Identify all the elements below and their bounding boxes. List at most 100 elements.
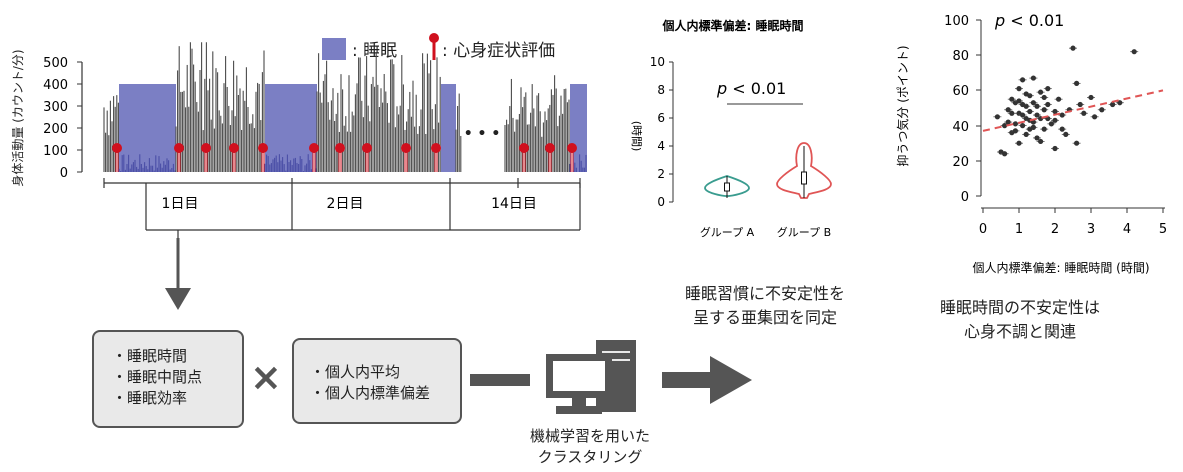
scatter-x-tick: 1 bbox=[1015, 222, 1023, 237]
scatter-point bbox=[1130, 49, 1139, 55]
clustering-caption: 機械学習を用いた クラスタリング bbox=[515, 426, 665, 468]
violin-group-b-label: グループ B bbox=[777, 225, 831, 239]
violin-y-tick: 6 bbox=[657, 111, 665, 125]
scatter-point bbox=[1040, 107, 1049, 113]
actigraphy-y-tick: 0 bbox=[60, 166, 68, 181]
connector-bar bbox=[470, 374, 530, 386]
scatter-point bbox=[1015, 140, 1023, 146]
eval-marker-icon bbox=[229, 143, 239, 172]
scatter-point bbox=[1043, 101, 1052, 108]
scatter-point bbox=[993, 114, 1002, 120]
sleep-metrics-box: ・睡眠時間 ・睡眠中間点 ・睡眠効率 bbox=[92, 330, 244, 428]
scatter-point bbox=[1051, 108, 1059, 115]
violin-title: 個人内標準偏差: 睡眠時間 bbox=[662, 18, 804, 33]
day-label-1: 1日目 bbox=[162, 196, 199, 212]
scatter-x-tick: 0 bbox=[979, 222, 987, 237]
violin-group-a bbox=[704, 175, 750, 198]
scatter-point bbox=[1033, 135, 1041, 141]
sleep-periods bbox=[119, 84, 587, 172]
violin-y-axis bbox=[669, 61, 674, 203]
eval-marker-icon bbox=[201, 143, 211, 172]
eval-marker-icon bbox=[335, 143, 345, 172]
eval-marker-icon bbox=[174, 143, 184, 172]
p-symbol: p bbox=[716, 79, 727, 98]
scatter-x-tick: 5 bbox=[1159, 222, 1167, 237]
computer-icon bbox=[546, 340, 636, 414]
caption-line: 睡眠習慣に不安定性を bbox=[684, 284, 845, 303]
eval-marker-icon bbox=[431, 143, 441, 172]
legend-sleep-swatch bbox=[322, 38, 346, 60]
scatter-y-axis bbox=[976, 19, 982, 197]
scatter-point bbox=[1051, 145, 1059, 152]
scatter-point bbox=[1022, 131, 1031, 137]
sleep-metric-item: ・睡眠時間 bbox=[112, 347, 188, 365]
scatter-x-tick: 2 bbox=[1051, 222, 1059, 237]
actigraphy-y-tick: 200 bbox=[43, 122, 68, 137]
scatter-point bbox=[1051, 117, 1059, 123]
eval-marker-icon bbox=[519, 143, 529, 172]
statistic-item: ・個人内標準偏差 bbox=[310, 384, 431, 402]
eval-markers bbox=[112, 143, 577, 172]
scatter-point bbox=[1040, 94, 1049, 101]
sleep-metric-item: ・睡眠効率 bbox=[112, 389, 188, 407]
scatter-point bbox=[1079, 110, 1088, 116]
scatter-point bbox=[1018, 77, 1027, 83]
p-threshold: < 0.01 bbox=[727, 79, 786, 98]
violin-y-tick: 8 bbox=[657, 83, 665, 97]
actigraphy-y-axis-label: 身体活動量 (カウント/分) bbox=[10, 49, 25, 186]
scatter-x-tick: 3 bbox=[1087, 222, 1095, 237]
scatter-point bbox=[1054, 96, 1063, 102]
day-axis bbox=[103, 178, 581, 240]
violin-y-label: (時間) bbox=[630, 121, 643, 152]
caption-line: クラスタリング bbox=[537, 448, 643, 466]
scatter-point bbox=[1011, 128, 1020, 134]
violin-p-value: p < 0.01 bbox=[716, 79, 786, 98]
scatter-point bbox=[1029, 124, 1038, 130]
scatter-x-axis bbox=[981, 207, 1165, 213]
violin-group-a-label: グループ A bbox=[700, 225, 755, 239]
legend-marker-icon bbox=[429, 33, 439, 60]
eval-marker-icon bbox=[401, 143, 411, 172]
scatter-point bbox=[1087, 94, 1095, 101]
actigraphy-panel: 身体活動量 (カウント/分) 500 400 300 200 100 0 : 睡… bbox=[10, 33, 587, 240]
scatter-x-tick: 4 bbox=[1123, 222, 1131, 237]
day-label-2: 2日目 bbox=[327, 196, 364, 212]
sleep-block bbox=[265, 84, 317, 172]
scatter-conclusion: 睡眠時間の不安定性は 心身不調と関連 bbox=[930, 296, 1110, 344]
scatter-point bbox=[1004, 107, 1013, 113]
violin-chart: 個人内標準偏差: 睡眠時間 (時間) 10 8 6 4 2 0 p < 0.01… bbox=[630, 18, 832, 239]
p-symbol: p bbox=[994, 11, 1005, 30]
scatter-point bbox=[1033, 103, 1041, 109]
caption-line: 呈する亜集団を同定 bbox=[692, 308, 837, 327]
scatter-point bbox=[1007, 110, 1016, 116]
actigraphy-y-axis: 500 400 300 200 100 0 bbox=[43, 56, 83, 181]
eval-marker-icon bbox=[545, 143, 555, 172]
scatter-point bbox=[1018, 101, 1027, 108]
statistic-item: ・個人内平均 bbox=[310, 363, 401, 381]
scatter-point bbox=[1076, 101, 1085, 108]
scatter-y-tick: 100 bbox=[944, 14, 969, 29]
p-threshold: < 0.01 bbox=[1005, 11, 1064, 30]
eval-marker-icon bbox=[362, 143, 372, 172]
legend-sleep-label: : 睡眠 bbox=[352, 41, 397, 61]
scatter-point bbox=[1000, 151, 1009, 157]
violin-y-tick: 10 bbox=[650, 55, 665, 69]
scatter-point bbox=[1069, 45, 1077, 51]
scatter-point bbox=[1022, 91, 1031, 97]
scatter-point bbox=[1018, 112, 1027, 118]
scatter-point bbox=[1090, 114, 1099, 120]
ellipsis-text: • • • bbox=[464, 126, 501, 142]
eval-marker-icon bbox=[309, 143, 319, 172]
scatter-point bbox=[1047, 121, 1056, 127]
violin-y-tick: 0 bbox=[657, 195, 665, 209]
scatter-point bbox=[1036, 89, 1045, 95]
scatter-point bbox=[1108, 101, 1117, 108]
scatter-point bbox=[1015, 98, 1023, 104]
activity-bars bbox=[103, 42, 587, 172]
scatter-point bbox=[1029, 100, 1038, 106]
cross-symbol: × bbox=[250, 355, 282, 399]
scatter-trend-line bbox=[982, 89, 1164, 132]
eval-marker-icon bbox=[112, 143, 122, 172]
violin-group-b bbox=[776, 142, 832, 199]
scatter-y-tick: 80 bbox=[952, 49, 969, 64]
